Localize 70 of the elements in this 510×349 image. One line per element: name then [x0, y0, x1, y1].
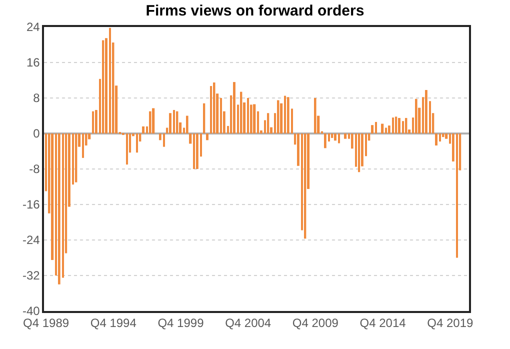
- bar: [358, 134, 360, 172]
- bar: [375, 122, 377, 134]
- bar: [196, 134, 198, 169]
- bar: [415, 98, 418, 134]
- x-tick-label: Q4 2004: [225, 316, 272, 330]
- x-tick-label: Q4 2014: [360, 316, 406, 330]
- y-tick-label: -16: [22, 198, 40, 212]
- bar: [152, 108, 155, 134]
- bar: [267, 113, 270, 134]
- bar: [456, 134, 458, 258]
- bar: [233, 82, 236, 134]
- bar: [102, 40, 104, 134]
- bar: [247, 98, 249, 134]
- bar: [314, 98, 316, 134]
- bar: [210, 86, 212, 134]
- bar: [442, 134, 444, 138]
- bar: [277, 100, 280, 134]
- bar: [206, 134, 209, 140]
- bar: [186, 116, 188, 134]
- bar: [136, 134, 138, 153]
- x-tick-label: Q4 1989: [22, 316, 70, 330]
- bar: [435, 134, 438, 146]
- bar: [82, 134, 84, 158]
- y-tick-label: -8: [29, 162, 40, 176]
- bar: [109, 28, 111, 134]
- bar: [253, 104, 256, 134]
- y-tick-label: -40: [22, 304, 40, 318]
- bar: [163, 134, 165, 147]
- bar: [92, 111, 94, 134]
- bar: [142, 126, 145, 134]
- y-tick-label: 16: [26, 56, 40, 70]
- x-tick-label: Q4 2009: [292, 316, 339, 330]
- x-tick-label: Q4 1994: [90, 316, 137, 330]
- y-tick-label: 8: [33, 91, 40, 106]
- bar: [331, 134, 334, 138]
- bar: [284, 96, 286, 134]
- bar: [398, 118, 400, 134]
- bar: [176, 111, 178, 134]
- bar: [126, 134, 128, 165]
- y-tick-label: 24: [26, 20, 40, 34]
- bar: [344, 134, 347, 139]
- bar: [58, 134, 60, 284]
- bar: [213, 82, 216, 134]
- bar: [203, 103, 206, 134]
- bar: [240, 92, 242, 134]
- bar: [395, 116, 398, 134]
- bar: [149, 111, 152, 134]
- bar: [392, 118, 394, 134]
- bar: [381, 124, 384, 134]
- bar: [193, 134, 196, 169]
- bar: [371, 125, 374, 134]
- bar: [439, 134, 441, 142]
- chart-title: Firms views on forward orders: [146, 2, 364, 20]
- bar: [334, 134, 336, 141]
- y-tick-label: -24: [22, 233, 40, 248]
- bar: [169, 113, 172, 134]
- bar: [338, 134, 340, 144]
- bar: [173, 110, 175, 134]
- x-tick-label: Q4 2019: [427, 316, 474, 330]
- y-tick-label: 0: [33, 126, 40, 141]
- bar: [75, 134, 78, 182]
- bar: [402, 121, 404, 134]
- bar: [287, 97, 290, 134]
- bar: [324, 134, 326, 148]
- bar: [304, 134, 306, 239]
- x-tick-label: Q4 1999: [158, 316, 204, 330]
- y-tick-label: -32: [22, 268, 40, 283]
- bar: [425, 90, 428, 134]
- bar: [405, 118, 408, 134]
- bar: [385, 128, 387, 134]
